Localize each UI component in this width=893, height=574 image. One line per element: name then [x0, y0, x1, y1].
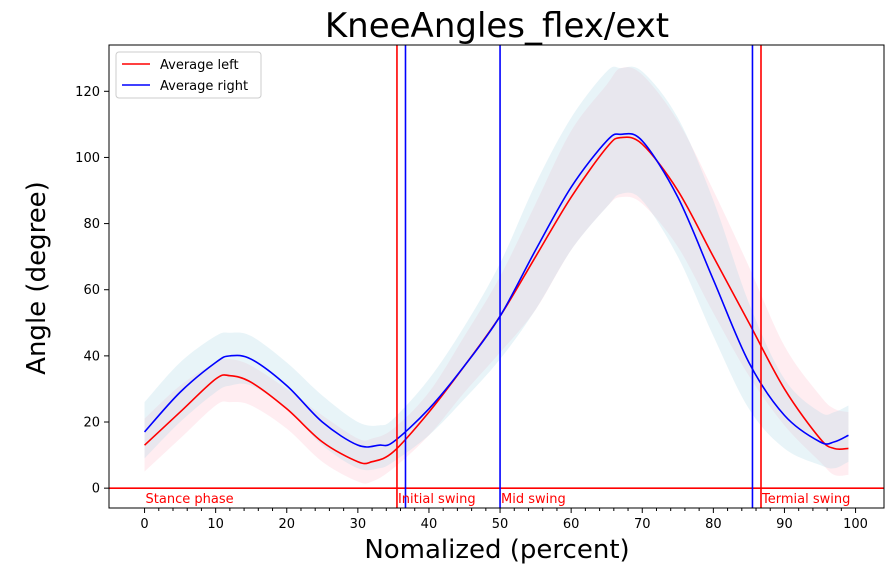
- legend-label-left: Average left: [160, 58, 239, 73]
- phase-label-3: Termial swing: [761, 492, 850, 507]
- x-tick-label: 20: [278, 517, 295, 532]
- phase-label-2: Mid swing: [501, 492, 566, 507]
- x-tick-label: 50: [492, 517, 509, 532]
- y-tick-label: 40: [83, 349, 100, 364]
- x-tick-label: 40: [421, 517, 438, 532]
- chart-title: KneeAngles_flex/ext: [325, 6, 669, 46]
- x-tick-label: 30: [350, 517, 367, 532]
- legend-box: [115, 51, 262, 99]
- x-ticks: 0 10 20 30 40 50 60 70 80 90 100: [140, 508, 868, 532]
- legend: Average left Average right: [115, 51, 262, 99]
- band-right: [144, 66, 849, 471]
- x-tick-label: 10: [207, 517, 224, 532]
- y-tick-label: 80: [83, 217, 100, 232]
- y-tick-label: 100: [75, 151, 100, 166]
- series-lines: [143, 132, 849, 465]
- std-bands: [144, 66, 849, 484]
- x-tick-label: 90: [776, 517, 793, 532]
- x-tick-label: 80: [705, 517, 722, 532]
- x-tick-label: 100: [843, 517, 868, 532]
- y-tick-label: 20: [83, 416, 100, 431]
- reference-lines: [109, 45, 884, 508]
- line-average-right: [143, 132, 849, 448]
- legend-label-right: Average right: [160, 79, 248, 94]
- y-tick-label: 60: [83, 283, 100, 298]
- y-tick-label: 0: [92, 482, 100, 497]
- x-tick-label: 70: [634, 517, 651, 532]
- band-left: [144, 67, 849, 484]
- phase-label-0: Stance phase: [146, 492, 234, 507]
- y-tick-label: 120: [75, 85, 100, 100]
- phase-label-1: Initial swing: [398, 492, 476, 507]
- x-tick-label: 0: [140, 517, 148, 532]
- phase-labels: Stance phase Initial swing Mid swing Termia…: [146, 492, 851, 507]
- y-ticks: 0 20 40 60 80 100 120: [75, 85, 109, 497]
- x-axis-label: Nomalized (percent): [364, 535, 629, 565]
- x-tick-label: 60: [563, 517, 580, 532]
- y-axis-label: Angle (degree): [22, 181, 52, 375]
- plot-frame: [108, 44, 885, 509]
